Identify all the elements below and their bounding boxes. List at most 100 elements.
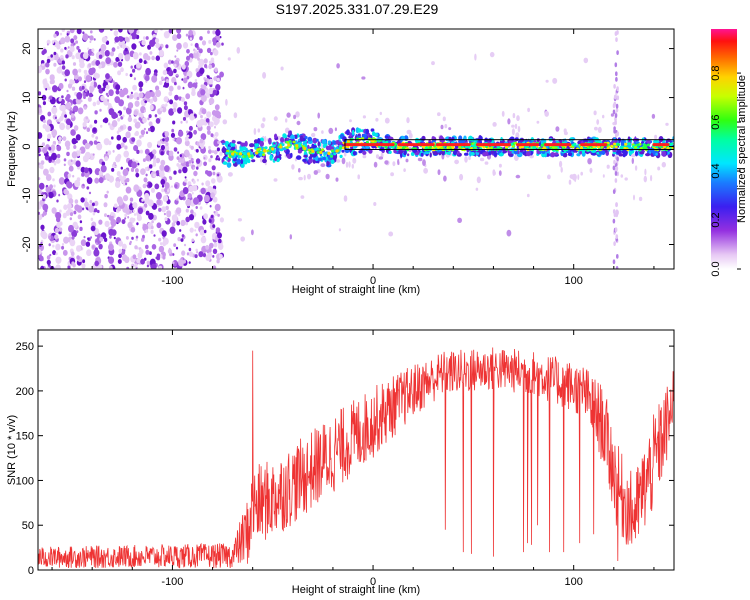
noise-blob (158, 245, 165, 253)
noise-blob (105, 92, 109, 96)
noise-blob (41, 63, 45, 67)
noise-blob (82, 207, 85, 211)
noise-blob (106, 190, 109, 194)
noise-blob (48, 191, 54, 199)
snr-frame (37, 329, 675, 571)
noise-blob (64, 140, 71, 148)
sparse-noise-blob (476, 176, 481, 184)
noise-blob (38, 132, 43, 139)
noise-blob (180, 238, 184, 242)
noise-blob (213, 49, 219, 56)
noise-blob (52, 85, 58, 93)
noise-blob (191, 191, 194, 195)
noise-blob (177, 107, 183, 114)
noise-blob (92, 212, 96, 216)
signal-halo-blob (562, 152, 568, 158)
noise-blob (124, 213, 128, 217)
noise-blob (179, 154, 182, 158)
noise-blob (208, 97, 215, 105)
noise-blob (188, 162, 192, 167)
noise-blob (159, 164, 165, 171)
noise-blob (188, 251, 194, 257)
noise-blob (183, 101, 188, 106)
sparse-noise-blob (610, 113, 615, 117)
noise-blob (129, 197, 134, 202)
noise-blob (194, 254, 198, 259)
noise-blob (171, 60, 174, 64)
vertical-streak-blob (613, 94, 617, 100)
noise-blob (208, 78, 214, 85)
vertical-streak-blob (612, 189, 616, 195)
noise-blob (61, 71, 65, 75)
signal-core-blob (542, 146, 547, 150)
noise-blob (68, 165, 74, 172)
noise-blob (95, 136, 99, 140)
y-tick-label: 200 (16, 386, 34, 398)
noise-blob (41, 232, 48, 240)
noise-blob (107, 103, 112, 108)
noise-blob (173, 60, 180, 68)
noise-blob (86, 127, 91, 132)
noise-blob (51, 129, 58, 137)
noise-blob (132, 254, 137, 260)
spectrogram-y-ticks: -20 -10 0 10 20 (21, 42, 674, 252)
noise-blob (155, 85, 160, 91)
noise-blob (126, 95, 130, 99)
noise-blob (48, 243, 51, 247)
noise-blob (176, 42, 182, 50)
noise-blob (56, 44, 61, 50)
noise-blob (45, 68, 50, 75)
noise-blob (131, 43, 137, 50)
noise-blob (151, 220, 154, 224)
noise-blob (92, 245, 95, 249)
noise-blob (160, 159, 166, 166)
sparse-noise-blob (593, 110, 597, 116)
noise-blob (134, 100, 140, 107)
signal-halo-blob (384, 135, 389, 139)
noise-blob (149, 51, 153, 55)
vertical-streak-blob (615, 77, 618, 82)
sparse-noise-blob (273, 178, 278, 182)
sparse-noise-blob (475, 187, 479, 191)
noise-blob (203, 157, 206, 160)
signal-halo-blob (308, 156, 312, 159)
signal-halo-blob (231, 140, 236, 144)
colorbar-tick-label: 0.2 (710, 212, 722, 227)
noise-blob (76, 45, 80, 50)
noise-blob (125, 186, 132, 194)
noise-blob (59, 32, 63, 36)
signal-halo-blob (661, 150, 667, 157)
noise-blob (80, 197, 85, 203)
signal-halo-blob (634, 150, 639, 157)
noise-blob (183, 105, 188, 111)
noise-blob (162, 195, 169, 202)
noise-blob (85, 91, 89, 97)
sparse-noise-blob (357, 174, 361, 180)
noise-blob (90, 30, 93, 34)
noise-blob (87, 96, 92, 102)
noise-blob (42, 123, 47, 129)
noise-blob (124, 36, 130, 42)
noise-blob (64, 35, 71, 43)
noise-blob (42, 203, 49, 211)
noise-blob (190, 209, 194, 214)
noise-blob (158, 207, 162, 212)
sparse-noise-blob (285, 118, 288, 123)
noise-blob (145, 249, 150, 255)
sparse-noise-blob (378, 156, 384, 160)
signal-halo-blob (283, 134, 287, 139)
noise-blob (218, 158, 221, 161)
noise-blob (195, 82, 198, 85)
noise-blob (83, 167, 89, 174)
noise-blob (211, 150, 215, 154)
noise-blob (143, 109, 146, 113)
noise-blob (145, 210, 150, 216)
noise-blob (217, 140, 221, 145)
signal-halo-blob (482, 152, 488, 157)
signal-halo-blob (446, 151, 451, 155)
signal-halo-blob (346, 129, 350, 136)
noise-blob (150, 263, 157, 269)
noise-blob (151, 244, 157, 250)
noise-blob (132, 52, 139, 60)
noise-blob (208, 158, 212, 163)
